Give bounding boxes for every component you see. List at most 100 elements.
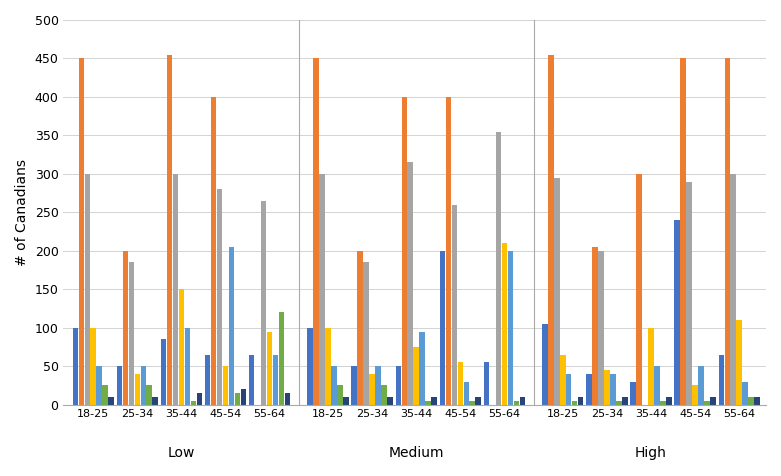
Bar: [211, 97, 216, 405]
Bar: [514, 401, 519, 405]
Bar: [680, 59, 686, 405]
Bar: [223, 366, 228, 405]
Text: Medium: Medium: [388, 446, 444, 460]
Bar: [267, 331, 273, 405]
Bar: [217, 189, 223, 405]
Bar: [548, 55, 554, 405]
Bar: [587, 374, 592, 405]
Bar: [566, 374, 572, 405]
Bar: [369, 374, 375, 405]
Bar: [654, 366, 660, 405]
Bar: [319, 174, 325, 405]
Y-axis label: # of Canadians: # of Canadians: [15, 159, 29, 266]
Bar: [592, 247, 597, 405]
Bar: [630, 382, 636, 405]
Bar: [308, 327, 313, 405]
Bar: [572, 401, 577, 405]
Bar: [469, 401, 475, 405]
Bar: [426, 401, 431, 405]
Bar: [358, 251, 363, 405]
Bar: [79, 59, 84, 405]
Bar: [451, 205, 457, 405]
Bar: [152, 397, 158, 405]
Bar: [501, 243, 507, 405]
Bar: [197, 393, 202, 405]
Bar: [754, 397, 760, 405]
Bar: [610, 374, 615, 405]
Bar: [736, 320, 742, 405]
Bar: [698, 366, 704, 405]
Bar: [598, 251, 604, 405]
Bar: [675, 220, 680, 405]
Bar: [725, 59, 730, 405]
Bar: [141, 366, 146, 405]
Bar: [73, 327, 78, 405]
Bar: [719, 355, 724, 405]
Bar: [692, 386, 698, 405]
Bar: [578, 397, 583, 405]
Bar: [616, 401, 622, 405]
Bar: [249, 355, 255, 405]
Bar: [743, 382, 748, 405]
Bar: [279, 312, 284, 405]
Bar: [234, 393, 241, 405]
Bar: [710, 397, 715, 405]
Bar: [313, 59, 319, 405]
Bar: [161, 339, 166, 405]
Bar: [337, 386, 343, 405]
Bar: [343, 397, 348, 405]
Bar: [273, 355, 278, 405]
Bar: [446, 97, 451, 405]
Bar: [660, 401, 665, 405]
Bar: [748, 397, 754, 405]
Bar: [173, 174, 178, 405]
Bar: [363, 262, 369, 405]
Bar: [622, 397, 627, 405]
Bar: [179, 289, 184, 405]
Bar: [648, 327, 654, 405]
Bar: [458, 362, 463, 405]
Bar: [408, 162, 413, 405]
Bar: [261, 201, 266, 405]
Bar: [325, 327, 330, 405]
Bar: [229, 247, 234, 405]
Bar: [84, 174, 90, 405]
Bar: [147, 386, 152, 405]
Bar: [463, 382, 469, 405]
Bar: [167, 55, 173, 405]
Bar: [241, 389, 246, 405]
Bar: [396, 366, 401, 405]
Bar: [483, 362, 489, 405]
Bar: [129, 262, 134, 405]
Bar: [376, 366, 381, 405]
Bar: [191, 401, 196, 405]
Bar: [401, 97, 407, 405]
Bar: [496, 131, 501, 405]
Bar: [96, 366, 102, 405]
Bar: [102, 386, 108, 405]
Bar: [542, 324, 547, 405]
Text: Low: Low: [168, 446, 195, 460]
Bar: [116, 366, 122, 405]
Bar: [109, 397, 114, 405]
Bar: [666, 397, 672, 405]
Bar: [123, 251, 128, 405]
Bar: [205, 355, 210, 405]
Bar: [560, 355, 565, 405]
Bar: [431, 397, 437, 405]
Bar: [381, 386, 387, 405]
Bar: [134, 374, 140, 405]
Bar: [419, 331, 425, 405]
Bar: [351, 366, 357, 405]
Bar: [476, 397, 481, 405]
Bar: [730, 174, 736, 405]
Bar: [508, 251, 513, 405]
Bar: [637, 174, 642, 405]
Bar: [184, 327, 190, 405]
Bar: [440, 251, 445, 405]
Bar: [704, 401, 710, 405]
Bar: [604, 370, 610, 405]
Bar: [519, 397, 525, 405]
Bar: [387, 397, 393, 405]
Bar: [331, 366, 337, 405]
